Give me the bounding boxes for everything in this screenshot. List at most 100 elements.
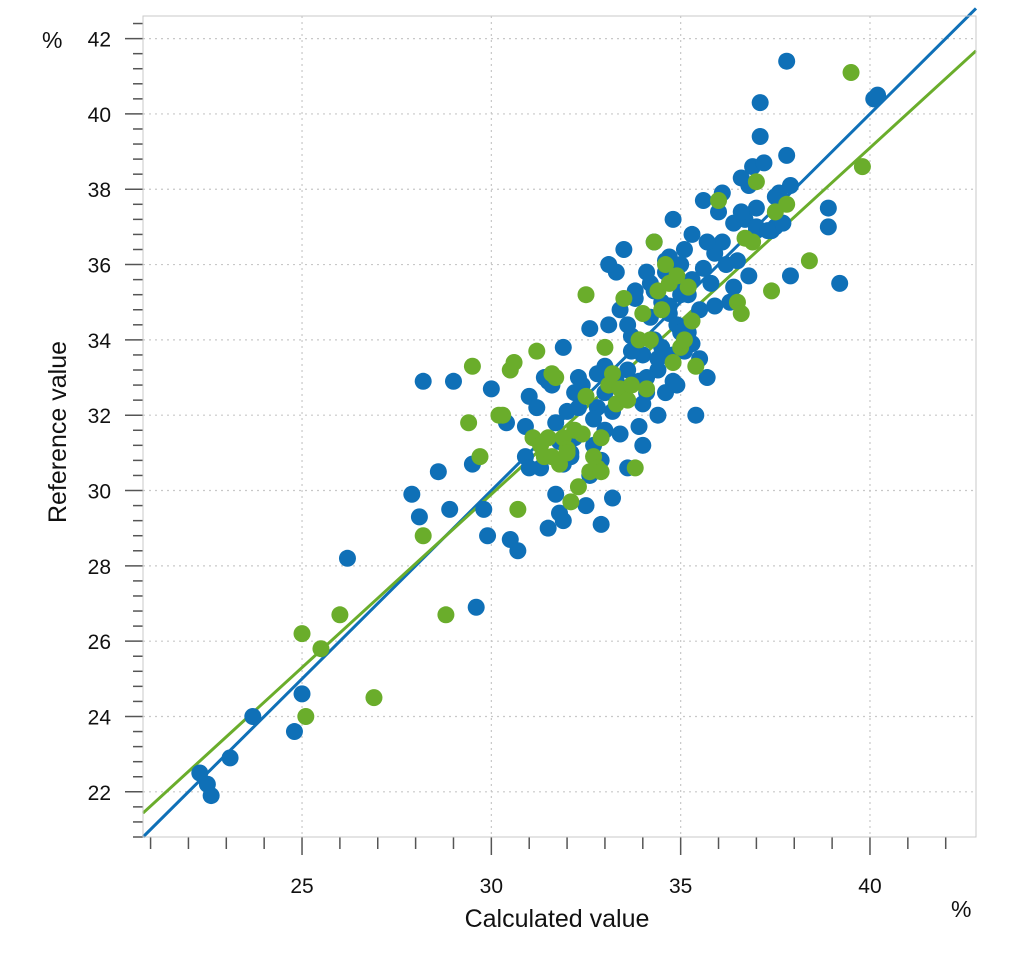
y-tick-label: 30 xyxy=(88,481,111,504)
y-tick-label: 22 xyxy=(88,782,111,805)
data-point-series-1 xyxy=(293,685,311,703)
data-point-series-1 xyxy=(819,199,837,217)
data-point-series-1 xyxy=(702,274,720,292)
data-point-series-1 xyxy=(751,128,769,146)
data-point-series-1 xyxy=(675,240,693,258)
data-point-series-1 xyxy=(410,508,428,526)
data-point-series-1 xyxy=(619,361,637,379)
data-point-series-2 xyxy=(675,331,693,349)
data-point-series-1 xyxy=(687,406,705,424)
data-point-series-1 xyxy=(713,233,731,251)
y-tick-label: 36 xyxy=(88,255,111,278)
data-point-series-2 xyxy=(569,478,587,496)
y-tick-label: 42 xyxy=(88,29,111,52)
data-point-series-1 xyxy=(444,372,462,390)
data-point-series-1 xyxy=(479,527,497,545)
y-axis-unit: % xyxy=(42,27,62,53)
x-tick-label: 25 xyxy=(290,875,313,898)
data-point-series-2 xyxy=(626,459,644,477)
data-point-series-1 xyxy=(429,463,447,481)
x-axis-unit: % xyxy=(951,896,971,922)
data-point-series-2 xyxy=(778,195,796,213)
data-point-series-1 xyxy=(475,500,493,518)
data-point-series-1 xyxy=(539,519,557,537)
data-point-series-1 xyxy=(634,395,652,413)
data-point-series-2 xyxy=(634,305,652,323)
data-point-series-1 xyxy=(520,459,538,477)
data-point-series-2 xyxy=(577,286,595,304)
data-point-series-1 xyxy=(467,598,485,616)
data-point-series-1 xyxy=(778,52,796,70)
data-point-series-2 xyxy=(763,282,781,300)
data-point-series-1 xyxy=(781,267,799,285)
data-point-series-2 xyxy=(657,256,675,274)
data-point-series-1 xyxy=(221,749,239,767)
data-point-series-1 xyxy=(698,369,716,387)
data-point-series-2 xyxy=(460,414,478,432)
data-point-series-2 xyxy=(744,233,762,251)
data-point-series-1 xyxy=(528,399,546,417)
y-tick-label: 40 xyxy=(88,104,111,127)
data-point-series-1 xyxy=(630,418,648,435)
data-point-series-2 xyxy=(800,252,818,270)
data-point-series-2 xyxy=(312,640,330,658)
data-point-series-1 xyxy=(725,278,743,296)
plot-frame xyxy=(142,15,977,838)
data-point-series-1 xyxy=(588,365,606,383)
data-point-series-1 xyxy=(869,86,887,104)
data-point-series-2 xyxy=(505,353,523,371)
grid-lines xyxy=(143,16,976,837)
data-point-series-2 xyxy=(528,342,546,360)
data-point-series-1 xyxy=(592,515,610,533)
data-point-series-1 xyxy=(547,485,565,503)
data-point-series-1 xyxy=(732,203,750,221)
data-point-series-2 xyxy=(842,63,860,81)
data-point-series-2 xyxy=(509,500,527,518)
data-point-series-1 xyxy=(581,320,599,338)
data-point-series-2 xyxy=(619,391,637,409)
data-point-series-2 xyxy=(732,305,750,323)
data-point-series-1 xyxy=(615,240,633,258)
data-point-series-1 xyxy=(482,380,500,398)
data-point-series-1 xyxy=(751,94,769,112)
data-point-series-2 xyxy=(471,448,489,466)
data-point-series-1 xyxy=(403,485,421,503)
data-point-series-1 xyxy=(611,425,629,443)
y-tick-label: 32 xyxy=(88,405,111,428)
data-point-series-2 xyxy=(668,267,686,285)
data-point-series-2 xyxy=(687,357,705,375)
data-point-series-2 xyxy=(638,380,656,398)
data-point-series-2 xyxy=(596,338,614,356)
data-points xyxy=(191,52,887,805)
data-point-series-2 xyxy=(437,606,455,624)
data-point-series-2 xyxy=(641,331,659,349)
y-axis-title: Reference value xyxy=(44,341,72,523)
data-point-series-2 xyxy=(604,365,622,383)
x-tick-label: 35 xyxy=(669,875,692,898)
data-point-series-1 xyxy=(649,406,667,424)
data-point-series-2 xyxy=(622,376,640,394)
data-point-series-2 xyxy=(853,158,871,176)
data-point-series-1 xyxy=(600,256,618,274)
y-tick-label: 28 xyxy=(88,556,111,579)
data-point-series-1 xyxy=(554,338,572,356)
data-point-series-2 xyxy=(414,527,432,545)
data-point-series-1 xyxy=(649,350,667,368)
x-tick-label: 40 xyxy=(858,875,881,898)
data-point-series-2 xyxy=(653,301,671,319)
data-point-series-1 xyxy=(831,274,849,292)
data-point-series-1 xyxy=(634,436,652,454)
y-tick-label: 26 xyxy=(88,631,111,654)
data-point-series-1 xyxy=(619,316,637,334)
data-point-series-1 xyxy=(664,210,682,228)
data-point-series-2 xyxy=(747,173,765,191)
data-point-series-1 xyxy=(600,316,618,334)
data-point-series-2 xyxy=(573,425,591,443)
data-point-series-2 xyxy=(645,233,663,251)
data-point-series-2 xyxy=(543,365,561,383)
data-point-series-2 xyxy=(539,429,557,447)
data-point-series-2 xyxy=(592,429,610,447)
data-point-series-1 xyxy=(202,787,220,805)
data-point-series-1 xyxy=(285,723,303,741)
data-point-series-2 xyxy=(577,387,595,405)
